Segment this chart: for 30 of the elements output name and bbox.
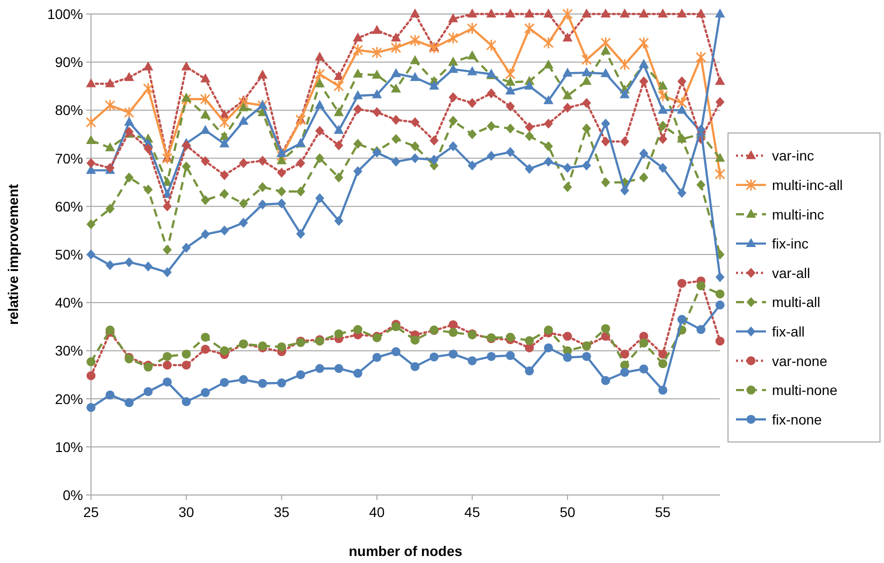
legend-label: multi-inc bbox=[772, 206, 824, 222]
y-tick-label: 90% bbox=[54, 54, 83, 70]
y-tick-label: 0% bbox=[62, 487, 83, 503]
x-axis-title: number of nodes bbox=[348, 543, 462, 559]
legend-label: var-none bbox=[772, 352, 828, 369]
x-tick-label: 35 bbox=[274, 504, 290, 520]
x-tick-label: 50 bbox=[560, 504, 576, 520]
x-tick-label: 55 bbox=[655, 504, 671, 520]
y-tick-label: 50% bbox=[54, 246, 83, 262]
legend-label: var-inc bbox=[772, 148, 814, 164]
x-tick-label: 40 bbox=[369, 504, 385, 520]
legend-label: fix-none bbox=[772, 411, 822, 428]
y-tick-label: 10% bbox=[54, 438, 83, 455]
y-axis-title: relative improvement bbox=[5, 184, 21, 325]
legend-label: var-all bbox=[772, 264, 810, 281]
y-tick-label: 30% bbox=[54, 342, 83, 359]
y-tick-label: 100% bbox=[47, 6, 83, 22]
y-tick-label: 70% bbox=[54, 150, 83, 166]
x-tick-label: 30 bbox=[178, 504, 194, 520]
legend-label: multi-all bbox=[772, 294, 820, 310]
x-tick-label: 25 bbox=[83, 504, 99, 520]
y-tick-label: 40% bbox=[54, 294, 83, 311]
y-tick-label: 80% bbox=[54, 102, 83, 118]
legend-label: fix-all bbox=[772, 323, 805, 340]
legend-label: fix-inc bbox=[772, 236, 809, 252]
legend-label: multi-inc-all bbox=[772, 176, 843, 193]
x-tick-label: 45 bbox=[464, 504, 480, 520]
legend-label: multi-none bbox=[772, 382, 838, 398]
y-tick-label: 60% bbox=[54, 198, 83, 214]
y-tick-label: 20% bbox=[54, 390, 83, 407]
